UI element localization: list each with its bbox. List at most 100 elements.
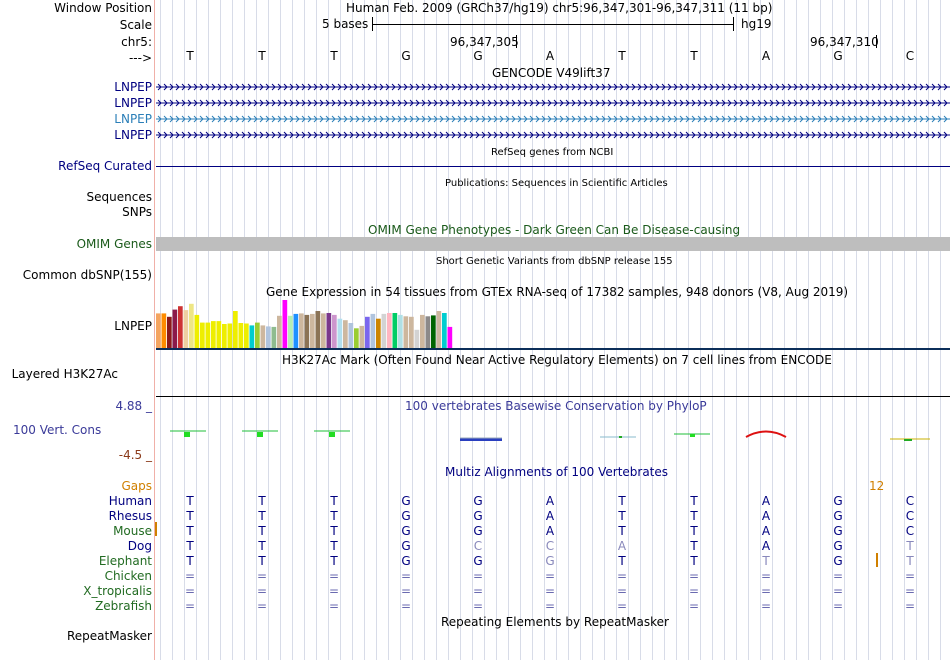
gtex-tissue-bar[interactable] (189, 303, 194, 348)
gencode-gene-label-2[interactable]: LNPEP (114, 96, 152, 110)
gencode-track-title[interactable]: GENCODE V49lift37 (492, 66, 611, 80)
gtex-tissue-bar[interactable] (200, 322, 205, 348)
gencode-gene-label-3[interactable]: LNPEP (114, 112, 152, 126)
alignment-base: = (832, 599, 844, 613)
repeatmasker-track-label[interactable]: RepeatMasker (66, 629, 152, 643)
gtex-tissue-bar[interactable] (392, 313, 398, 348)
snps-track-label[interactable]: SNPs (122, 205, 152, 219)
gtex-tissue-bar[interactable] (304, 314, 310, 348)
refseq-track-label[interactable]: RefSeq Curated (58, 159, 152, 173)
gtex-tissue-bar[interactable] (337, 318, 343, 348)
gencode-gene-label-1[interactable]: LNPEP (114, 80, 152, 94)
omim-track-title[interactable]: OMIM Gene Phenotypes - Dark Green Can Be… (368, 223, 741, 237)
species-label-dog[interactable]: Dog (127, 539, 152, 553)
dbsnp-track-label[interactable]: Common dbSNP(155) (22, 268, 152, 282)
gtex-tissue-bar[interactable] (194, 314, 200, 348)
gtex-tissue-bar[interactable] (156, 313, 161, 348)
gtex-tissue-bar[interactable] (348, 323, 354, 348)
gtex-tissue-bar[interactable] (161, 313, 167, 348)
sequences-track-label[interactable]: Sequences (86, 190, 152, 204)
alignment-base: = (544, 584, 556, 598)
repeatmasker-track-title[interactable]: Repeating Elements by RepeatMasker (441, 615, 669, 629)
refseq-gene-line[interactable] (156, 166, 950, 167)
gtex-tissue-bar[interactable] (172, 309, 178, 348)
gtex-tissue-bar[interactable] (321, 313, 326, 348)
alignment-base: T (258, 509, 266, 523)
gtex-tissue-bar[interactable] (205, 322, 211, 348)
gencode-transcript-4[interactable] (156, 131, 950, 139)
gtex-tissue-bar[interactable] (326, 313, 332, 348)
phylop-track-label[interactable]: 100 Vert. Cons (13, 423, 102, 437)
phylop-track-title[interactable]: 100 vertebrates Basewise Conservation by… (405, 399, 707, 413)
omim-track-label[interactable]: OMIM Genes (76, 237, 152, 251)
gtex-tissue-bar[interactable] (398, 314, 403, 348)
gencode-transcript-3[interactable] (156, 115, 950, 123)
gtex-tissue-bar[interactable] (414, 329, 420, 348)
species-label-chicken[interactable]: Chicken (104, 569, 152, 583)
gtex-tissue-bar[interactable] (343, 320, 348, 348)
gtex-tissue-bar[interactable] (255, 322, 260, 348)
gtex-tissue-bar[interactable] (409, 316, 414, 348)
gtex-tissue-bar[interactable] (332, 314, 337, 348)
gtex-tissue-bar[interactable] (447, 326, 453, 348)
dbsnp-track-title[interactable]: Short Genetic Variants from dbSNP releas… (436, 256, 673, 267)
species-label-human[interactable]: Human (108, 494, 152, 508)
gtex-tissue-bar[interactable] (271, 326, 277, 348)
gtex-tissue-bar[interactable] (211, 321, 216, 348)
gtex-tissue-bar[interactable] (178, 306, 183, 348)
gtex-tissue-bar[interactable] (387, 313, 392, 348)
gtex-tissue-bar[interactable] (249, 325, 255, 348)
guide-line (904, 0, 905, 660)
gtex-tissue-bar[interactable] (227, 323, 233, 349)
gtex-tissue-bar[interactable] (222, 324, 227, 348)
gtex-tissue-bar[interactable] (310, 313, 315, 348)
gtex-tissue-bar[interactable] (299, 313, 304, 348)
gtex-track-title[interactable]: Gene Expression in 54 tissues from GTEx … (266, 285, 849, 299)
gtex-tissue-bar[interactable] (266, 326, 271, 348)
gtex-tissue-bar[interactable] (403, 316, 409, 348)
alignment-base: = (832, 584, 844, 598)
guide-line (760, 0, 761, 660)
gtex-tissue-bar[interactable] (216, 321, 222, 348)
gencode-gene-label-4[interactable]: LNPEP (114, 128, 152, 142)
refseq-track-title[interactable]: RefSeq genes from NCBI (491, 147, 614, 158)
gtex-tissue-bar[interactable] (359, 325, 365, 348)
species-label-x_tropicalis[interactable]: X_tropicalis (83, 584, 152, 598)
gencode-transcript-2[interactable] (156, 99, 950, 107)
h3k27ac-baseline (156, 396, 950, 397)
phylop-max-label: 4.88 _ (115, 399, 152, 413)
species-label-elephant[interactable]: Elephant (98, 554, 152, 568)
gtex-gene-label[interactable]: LNPEP (114, 319, 152, 333)
gtex-tissue-bar[interactable] (238, 323, 244, 348)
alignment-base: T (258, 524, 266, 538)
gtex-tissue-bar[interactable] (442, 313, 447, 348)
gtex-tissue-bar[interactable] (293, 313, 299, 348)
h3k27ac-track-label[interactable]: Layered H3K27Ac (11, 367, 118, 381)
gtex-tissue-bar[interactable] (381, 313, 387, 348)
gtex-tissue-bar[interactable] (425, 316, 431, 348)
gtex-tissue-bar[interactable] (376, 318, 381, 348)
h3k27ac-track-title[interactable]: H3K27Ac Mark (Often Found Near Active Re… (282, 353, 832, 367)
gtex-tissue-bar[interactable] (436, 311, 442, 348)
gtex-tissue-bar[interactable] (277, 315, 282, 348)
gtex-tissue-bar[interactable] (244, 323, 249, 349)
publications-track-title[interactable]: Publications: Sequences in Scientific Ar… (445, 178, 668, 189)
gtex-tissue-bar[interactable] (420, 314, 425, 348)
species-label-zebrafish[interactable]: Zebrafish (95, 599, 152, 613)
gtex-tissue-bar[interactable] (288, 315, 293, 348)
gtex-tissue-bar[interactable] (282, 300, 288, 348)
species-label-mouse[interactable]: Mouse (113, 524, 152, 538)
gtex-tissue-bar[interactable] (315, 311, 321, 348)
multiz-track-title[interactable]: Multiz Alignments of 100 Vertebrates (445, 465, 669, 479)
gtex-tissue-bar[interactable] (183, 310, 189, 348)
gtex-tissue-bar[interactable] (167, 316, 172, 348)
gencode-transcript-1[interactable] (156, 83, 950, 91)
gtex-tissue-bar[interactable] (354, 328, 359, 348)
gtex-tissue-bar[interactable] (260, 325, 266, 348)
omim-gene-bar[interactable] (156, 237, 950, 251)
gtex-tissue-bar[interactable] (365, 316, 370, 348)
gtex-tissue-bar[interactable] (233, 311, 238, 348)
gtex-tissue-bar[interactable] (370, 313, 376, 348)
species-label-rhesus[interactable]: Rhesus (108, 509, 152, 523)
gtex-tissue-bar[interactable] (431, 315, 436, 348)
